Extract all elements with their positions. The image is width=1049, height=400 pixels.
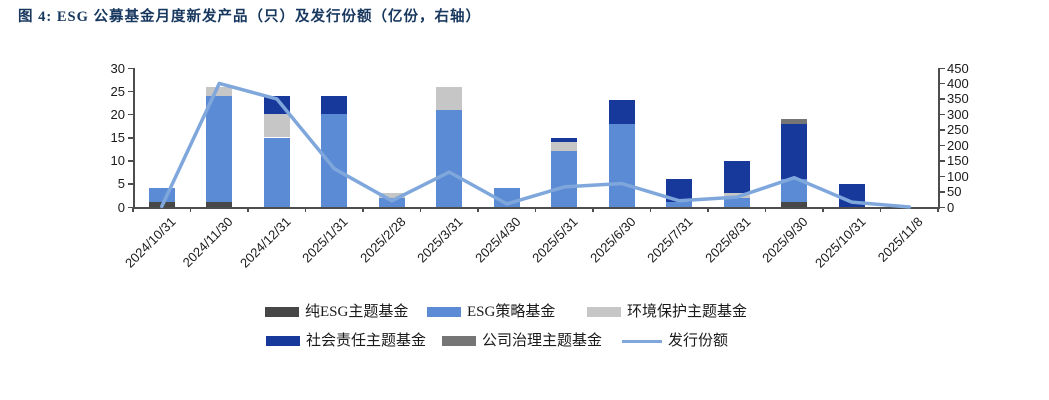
x-tick bbox=[937, 207, 939, 212]
bar-segment-ESG策略基金 bbox=[723, 197, 750, 207]
bar-segment-纯ESG主题基金 bbox=[781, 202, 808, 207]
legend-item-纯ESG主题基金: 纯ESG主题基金 bbox=[265, 304, 408, 320]
x-tick bbox=[649, 207, 652, 212]
bar-segment-环境保护主题基金 bbox=[263, 114, 290, 138]
bar-segment-ESG策略基金 bbox=[781, 179, 808, 203]
y-axis-label-left: 20 bbox=[110, 106, 125, 122]
legend-label: 纯ESG主题基金 bbox=[305, 304, 409, 320]
x-tick bbox=[132, 207, 134, 212]
y-axis-label-right: 0 bbox=[947, 199, 955, 215]
bar-segment-环境保护主题基金 bbox=[551, 142, 578, 152]
issuance-line bbox=[160, 81, 912, 209]
y-tick-right bbox=[939, 206, 945, 208]
x-tick bbox=[879, 207, 882, 212]
y-tick-right bbox=[939, 82, 945, 85]
x-tick bbox=[419, 207, 422, 212]
bar-segment-ESG策略基金 bbox=[608, 123, 635, 207]
x-tick bbox=[592, 207, 594, 212]
legend-label: 环境保护主题基金 bbox=[627, 304, 748, 320]
bar-segment-社会责任主题基金 bbox=[321, 95, 348, 115]
y-tick-left bbox=[128, 206, 133, 208]
y-tick-left bbox=[128, 113, 133, 116]
x-axis bbox=[133, 207, 940, 209]
y-axis-label-right: 450 bbox=[947, 60, 969, 76]
y-axis-label-left: 5 bbox=[117, 176, 125, 192]
x-tick bbox=[304, 207, 307, 212]
x-tick bbox=[362, 207, 364, 212]
legend-line-swatch bbox=[622, 339, 662, 343]
x-tick bbox=[247, 207, 249, 212]
y-axis-label-right: 250 bbox=[947, 122, 969, 138]
y-tick-right bbox=[939, 67, 945, 69]
y-tick-right bbox=[939, 129, 945, 131]
legend-label: ESG策略基金 bbox=[467, 304, 556, 320]
figure-title: 图 4: ESG 公募基金月度新发产品（只）及发行份额（亿份，右轴） bbox=[18, 9, 481, 25]
y-axis-label-right: 200 bbox=[947, 137, 969, 153]
bar-segment-社会责任主题基金 bbox=[666, 179, 693, 203]
y-tick-left bbox=[128, 183, 133, 185]
y-axis-left bbox=[133, 68, 135, 207]
y-axis-label-right: 50 bbox=[947, 184, 962, 200]
y-tick-left bbox=[128, 160, 133, 162]
bar-segment-社会责任主题基金 bbox=[551, 137, 578, 143]
x-tick bbox=[189, 207, 192, 212]
y-tick-left bbox=[128, 67, 133, 69]
legend-item-环境保护主题基金: 环境保护主题基金 bbox=[587, 304, 747, 320]
bar-segment-环境保护主题基金 bbox=[436, 86, 463, 110]
legend-item-公司治理主题基金: 公司治理主题基金 bbox=[442, 333, 602, 349]
y-tick-right bbox=[939, 191, 945, 193]
y-axis-label-right: 100 bbox=[947, 168, 969, 184]
y-axis-label-left: 0 bbox=[117, 199, 125, 215]
y-tick-right bbox=[939, 113, 945, 116]
y-axis-label-left: 25 bbox=[110, 83, 125, 99]
legend-label: 社会责任主题基金 bbox=[306, 333, 427, 349]
y-tick-left bbox=[128, 137, 133, 139]
bar-segment-公司治理主题基金 bbox=[781, 118, 808, 124]
legend-color-swatch bbox=[265, 307, 299, 317]
y-axis-label-right: 350 bbox=[947, 91, 969, 107]
y-tick-right bbox=[939, 144, 945, 147]
y-axis-label-right: 400 bbox=[947, 75, 969, 91]
legend-label: 公司治理主题基金 bbox=[482, 333, 603, 349]
y-axis-label-left: 10 bbox=[110, 153, 125, 169]
legend-color-swatch bbox=[266, 336, 300, 346]
legend-item-社会责任主题基金: 社会责任主题基金 bbox=[266, 333, 426, 349]
y-axis-label-left: 30 bbox=[110, 60, 125, 76]
bar-segment-ESG策略基金 bbox=[666, 202, 693, 207]
x-tick bbox=[707, 207, 709, 212]
bar-segment-ESG策略基金 bbox=[436, 109, 463, 207]
y-tick-left bbox=[128, 90, 133, 93]
y-tick-right bbox=[939, 98, 945, 100]
bar-segment-纯ESG主题基金 bbox=[206, 202, 233, 207]
bar-segment-ESG策略基金 bbox=[206, 95, 233, 203]
x-tick bbox=[477, 207, 479, 212]
bar-segment-环境保护主题基金 bbox=[206, 86, 233, 96]
bar-segment-社会责任主题基金 bbox=[608, 100, 635, 124]
y-axis-label-right: 300 bbox=[947, 106, 969, 122]
legend-color-swatch bbox=[427, 307, 461, 317]
bar-segment-社会责任主题基金 bbox=[781, 123, 808, 180]
legend-item-发行份额: 发行份额 bbox=[622, 333, 728, 349]
legend-color-swatch bbox=[587, 307, 621, 317]
x-tick bbox=[822, 207, 824, 212]
y-tick-right bbox=[939, 160, 945, 162]
bar-segment-社会责任主题基金 bbox=[263, 95, 290, 115]
y-axis-label-right: 150 bbox=[947, 153, 969, 169]
bar-segment-ESG策略基金 bbox=[551, 151, 578, 207]
legend-label: 发行份额 bbox=[668, 333, 729, 349]
bar-segment-社会责任主题基金 bbox=[723, 160, 750, 194]
y-axis-label-left: 15 bbox=[110, 130, 125, 145]
x-tick bbox=[764, 207, 767, 212]
y-tick-right bbox=[939, 175, 945, 178]
legend-item-ESG策略基金: ESG策略基金 bbox=[427, 304, 555, 320]
x-tick bbox=[534, 207, 537, 212]
bar-segment-ESG策略基金 bbox=[263, 137, 290, 207]
y-axis-right bbox=[938, 68, 940, 207]
bar-segment-环境保护主题基金 bbox=[378, 193, 405, 198]
legend-color-swatch bbox=[442, 336, 476, 346]
